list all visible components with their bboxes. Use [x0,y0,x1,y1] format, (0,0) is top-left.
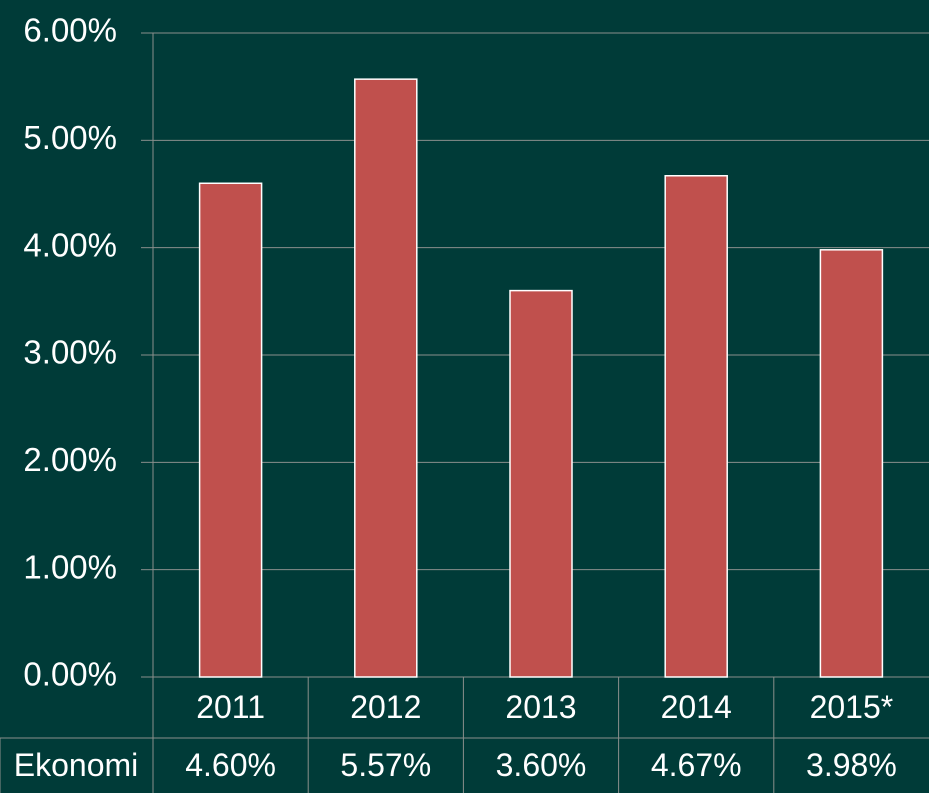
x-tick-label: 2013 [505,689,576,725]
y-tick-label: 1.00% [23,548,117,585]
value-label: 4.60% [185,747,276,783]
bar [509,289,573,678]
bar [354,78,418,678]
y-tick-label: 5.00% [23,119,117,156]
bar [819,249,884,678]
y-tick-label: 6.00% [23,12,117,49]
bar [198,182,263,678]
value-label: 3.60% [496,747,587,783]
x-tick-label: 2015* [810,689,894,725]
value-label: 5.57% [340,747,431,783]
bar [664,175,728,678]
y-tick-label: 0.00% [23,656,117,693]
legend-label: Ekonomi [14,747,139,783]
value-label: 4.67% [651,747,742,783]
y-tick-label: 3.00% [23,334,117,371]
x-tick-label: 2012 [350,689,421,725]
y-tick-label: 2.00% [23,441,117,478]
x-tick-label: 2014 [661,689,732,725]
value-label: 3.98% [806,747,897,783]
x-tick-label: 2011 [196,689,265,725]
y-tick-label: 4.00% [23,226,117,263]
